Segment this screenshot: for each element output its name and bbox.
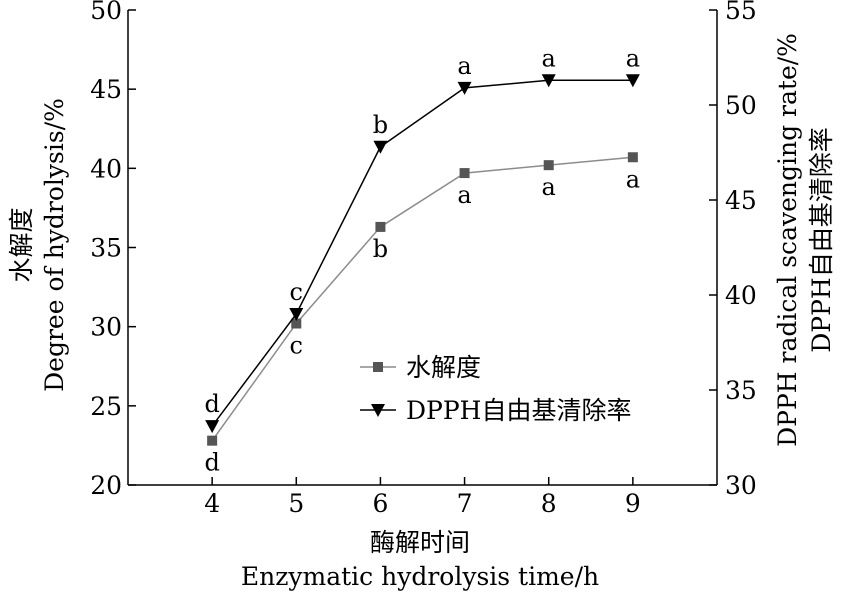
x-tick-label: 4	[204, 489, 220, 518]
legend-marker	[373, 362, 383, 372]
x-label-cn: 酶解时间	[370, 528, 470, 557]
x-axis-ticks: 4 5 6 7 8 9	[204, 477, 641, 518]
y-left-label-cn: 水解度	[7, 207, 36, 282]
series-2: d c b a a a	[204, 44, 640, 434]
y-right-tick-label: 40	[725, 281, 757, 310]
significance-label: d	[204, 449, 219, 477]
series-1: d c b a a a	[204, 152, 640, 477]
y-right-label-cn: DPPH自由基清除率	[807, 127, 836, 353]
y-right-tick-label: 35	[725, 376, 757, 405]
y-left-tick-label: 35	[90, 234, 122, 263]
x-tick-label: 9	[625, 489, 641, 518]
significance-label: c	[290, 332, 303, 360]
significance-label: a	[542, 173, 556, 201]
y-left-label-en: Degree of hydrolysis/%	[40, 98, 69, 392]
x-tick-label: 5	[288, 489, 304, 518]
data-point	[457, 81, 472, 95]
data-point	[543, 160, 554, 171]
y-left-tick-label: 30	[90, 313, 122, 342]
y-right-tick-label: 55	[725, 0, 757, 25]
legend: 水解度 DPPH自由基清除率	[360, 353, 632, 425]
significance-label: a	[626, 165, 640, 193]
significance-label: b	[373, 235, 388, 263]
y-left-tick-label: 45	[90, 75, 122, 104]
data-point	[289, 308, 304, 321]
x-tick-label: 8	[541, 489, 557, 518]
series-line	[211, 156, 633, 442]
y-right-tick-label: 45	[725, 186, 757, 215]
legend-marker	[371, 404, 385, 417]
data-point	[207, 435, 218, 446]
y-left-tick-label: 40	[90, 154, 122, 183]
significance-label: a	[542, 44, 556, 72]
data-point	[205, 420, 220, 434]
data-point	[375, 221, 386, 232]
data-point	[373, 140, 388, 154]
y-left-tick-label: 20	[90, 471, 122, 500]
data-point	[625, 74, 640, 88]
significance-label: a	[457, 52, 471, 80]
y-left-tick-label: 25	[90, 392, 122, 421]
data-point	[291, 318, 302, 329]
significance-label: a	[626, 44, 640, 72]
y-left-tick-label: 50	[90, 0, 122, 25]
left-axis-ticks: 20 25 30 35 40 45 50	[90, 0, 136, 500]
x-tick-label: 7	[457, 489, 473, 518]
data-point	[627, 152, 638, 163]
y-right-tick-label: 50	[725, 91, 757, 120]
data-point	[541, 74, 556, 88]
right-axis-ticks: 30 35 40 45 50 55	[709, 0, 757, 500]
series-layer: d c b a a a d c b a a a	[204, 44, 640, 476]
significance-label: c	[290, 278, 303, 306]
legend-label: DPPH自由基清除率	[406, 396, 632, 425]
significance-label: d	[204, 390, 219, 418]
y-right-label-en: DPPH radical scavenging rate/%	[773, 33, 802, 447]
y-right-tick-label: 30	[725, 471, 757, 500]
significance-label: b	[373, 111, 388, 139]
x-label-en: Enzymatic hydrolysis time/h	[241, 562, 599, 591]
significance-label: a	[457, 181, 471, 209]
series-line	[211, 79, 633, 427]
x-tick-label: 6	[372, 489, 388, 518]
data-point	[459, 168, 470, 179]
legend-label: 水解度	[406, 353, 481, 382]
